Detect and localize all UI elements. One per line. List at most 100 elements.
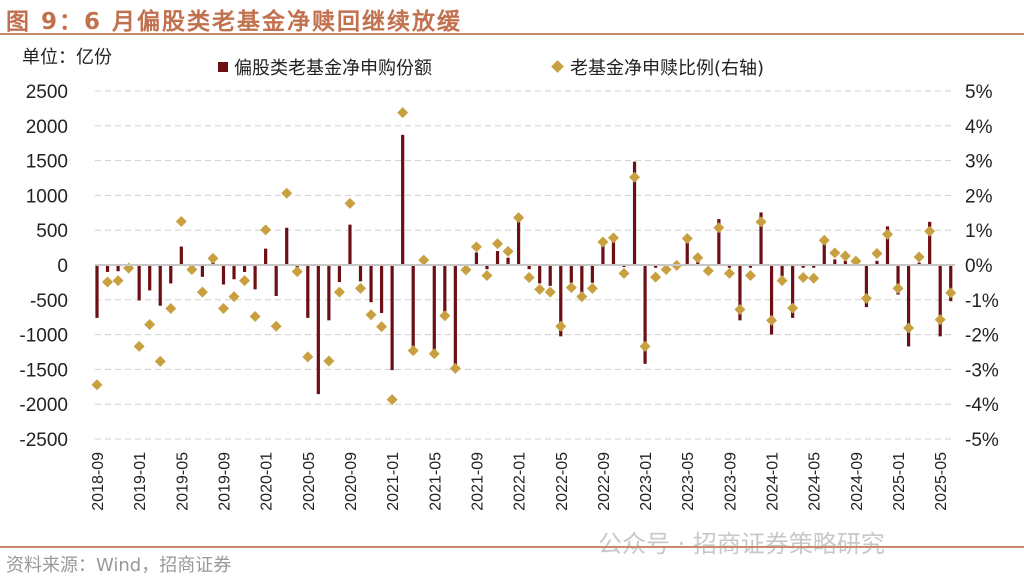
diamond-2022-09 bbox=[597, 236, 609, 248]
diamond-2021-01 bbox=[386, 394, 398, 406]
bar-2019-11 bbox=[242, 265, 247, 272]
bar-2024-07 bbox=[833, 259, 837, 265]
bar-2019-10 bbox=[232, 265, 236, 280]
diamond-2024-07 bbox=[829, 247, 841, 259]
bar-2019-04 bbox=[169, 265, 173, 284]
diamond-2021-12 bbox=[502, 245, 514, 257]
bar-2024-03 bbox=[791, 265, 795, 318]
diamond-2023-05 bbox=[681, 233, 693, 245]
bar-2024-06 bbox=[822, 236, 826, 265]
y-right-tick-label: -1% bbox=[965, 291, 999, 312]
diamond-2024-08 bbox=[839, 250, 851, 262]
bar-2021-09 bbox=[474, 252, 479, 265]
x-tick-label: 2019-01 bbox=[132, 452, 149, 511]
diamond-2020-04 bbox=[291, 266, 303, 278]
x-tick-label: 2023-01 bbox=[638, 452, 655, 511]
bar-2025-06 bbox=[949, 265, 953, 302]
diamond-2019-12 bbox=[249, 311, 261, 323]
bar-2020-10 bbox=[358, 265, 363, 282]
diamond-2022-06 bbox=[565, 282, 577, 294]
bar-2023-05 bbox=[685, 238, 689, 265]
bar-2021-02 bbox=[401, 134, 405, 265]
diamond-2025-03 bbox=[913, 251, 925, 263]
diamond-2024-02 bbox=[776, 275, 788, 287]
bar-2021-03 bbox=[411, 265, 415, 351]
x-tick-label: 2021-05 bbox=[427, 452, 444, 511]
diamond-2019-08 bbox=[207, 252, 219, 264]
bar-2023-12 bbox=[759, 212, 763, 265]
legend-bar-label: 偏股类老基金净申购份额 bbox=[234, 58, 432, 79]
x-tick-label: 2023-09 bbox=[722, 452, 739, 511]
bar-2018-09 bbox=[95, 265, 99, 318]
diamond-2022-08 bbox=[586, 282, 598, 294]
bar-2021-10 bbox=[485, 265, 489, 270]
bar-2022-05 bbox=[559, 265, 563, 337]
bar-2025-04 bbox=[928, 221, 932, 265]
x-tick-label: 2024-09 bbox=[849, 452, 866, 511]
y-left-tick-label: 2500 bbox=[26, 82, 68, 103]
y-right-tick-label: -4% bbox=[965, 395, 999, 416]
bar-2019-05 bbox=[179, 246, 183, 265]
title-divider bbox=[0, 33, 1024, 35]
source-divider bbox=[0, 546, 1024, 548]
bar-2024-01 bbox=[769, 265, 774, 335]
diamond-2024-11 bbox=[871, 248, 883, 260]
y-right-tick-label: -3% bbox=[965, 360, 999, 381]
bar-2020-01 bbox=[264, 248, 268, 265]
bar-2023-10 bbox=[738, 265, 742, 321]
y-right-tick-label: 5% bbox=[965, 82, 993, 103]
bar-2018-10 bbox=[105, 265, 110, 272]
bar-2019-07 bbox=[200, 265, 204, 277]
y-left-tick-label: -1500 bbox=[19, 360, 68, 381]
diamond-2023-03 bbox=[660, 264, 672, 276]
bar-2021-12 bbox=[506, 257, 510, 265]
diamond-2021-03 bbox=[407, 345, 419, 357]
bar-2023-01 bbox=[643, 265, 647, 364]
bar-2021-06 bbox=[443, 265, 447, 316]
diamond-2020-10 bbox=[355, 282, 366, 294]
bar-2024-08 bbox=[843, 260, 847, 265]
diamond-2024-09 bbox=[850, 255, 862, 267]
diamond-2019-07 bbox=[196, 286, 208, 298]
diamond-2019-11 bbox=[239, 275, 251, 287]
bar-2019-02 bbox=[148, 265, 152, 291]
y-left-tick-label: 500 bbox=[36, 221, 68, 242]
x-tick-label: 2021-01 bbox=[385, 452, 402, 511]
bar-2020-09 bbox=[348, 224, 352, 265]
diamond-2020-03 bbox=[281, 187, 293, 199]
diamond-2024-01 bbox=[766, 314, 778, 326]
diamond-2019-04 bbox=[165, 303, 177, 314]
y-left-tick-label: -1000 bbox=[19, 326, 68, 347]
bar-2019-09 bbox=[221, 265, 226, 285]
bar-2020-05 bbox=[306, 265, 310, 318]
bar-2020-11 bbox=[369, 265, 373, 303]
bar-2018-11 bbox=[116, 265, 120, 272]
diamond-2023-09 bbox=[723, 267, 735, 279]
diamond-2023-07 bbox=[702, 265, 714, 277]
x-tick-label: 2021-09 bbox=[469, 452, 486, 511]
x-tick-label: 2020-05 bbox=[301, 452, 318, 511]
diamond-2022-02 bbox=[523, 272, 535, 284]
diamond-2025-01 bbox=[892, 282, 904, 294]
figure-title: 图 9：6 月偏股类老基金净赎回继续放缓 bbox=[6, 9, 463, 35]
x-tick-label: 2022-05 bbox=[554, 452, 571, 511]
diamond-2020-01 bbox=[260, 224, 272, 236]
diamond-2021-05 bbox=[428, 348, 440, 360]
diamond-2021-08 bbox=[460, 264, 472, 276]
bar-2022-01 bbox=[517, 215, 521, 265]
diamond-2022-03 bbox=[534, 283, 546, 295]
bar-2023-11 bbox=[748, 265, 753, 268]
diamond-2021-10 bbox=[481, 269, 493, 281]
legend-bar-swatch bbox=[218, 62, 228, 72]
diamond-2025-05 bbox=[934, 314, 946, 326]
y-left-tick-label: -2500 bbox=[19, 430, 68, 451]
diamond-2019-10 bbox=[228, 291, 240, 303]
diamond-2019-06 bbox=[186, 264, 198, 276]
diamond-2023-11 bbox=[744, 269, 756, 281]
diamond-2020-02 bbox=[270, 320, 282, 332]
x-tick-label: 2019-05 bbox=[174, 452, 191, 511]
diamond-2021-04 bbox=[418, 254, 430, 266]
x-tick-label: 2020-09 bbox=[343, 452, 360, 511]
bar-2020-12 bbox=[379, 265, 384, 314]
